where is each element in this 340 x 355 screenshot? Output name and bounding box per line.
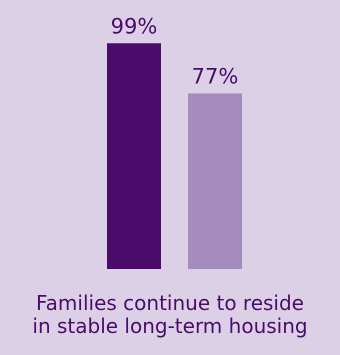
caption-line-2: in stable long-term housing xyxy=(32,314,308,338)
bar-2 xyxy=(188,93,242,269)
bar-1 xyxy=(107,43,161,269)
bar-value-label-1: 99% xyxy=(111,14,158,38)
bar-value-label-2: 77% xyxy=(192,64,239,88)
caption-line-1: Families continue to reside xyxy=(36,291,304,315)
